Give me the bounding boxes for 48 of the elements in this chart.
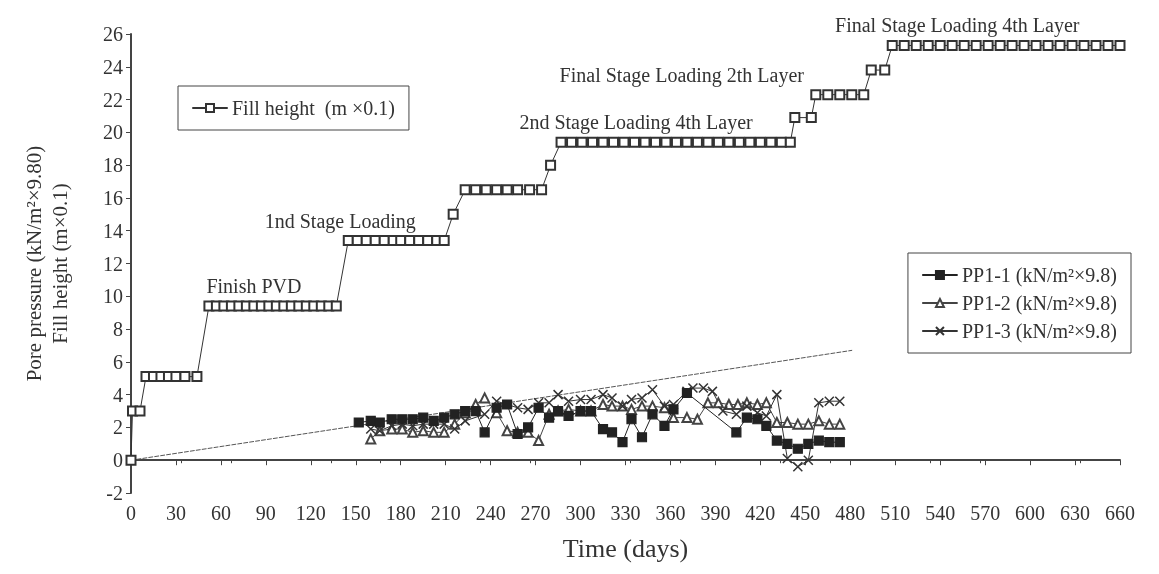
x-axis-title: Time (days) [562,533,689,563]
x-tick-label: 390 [700,502,731,524]
legend-label: Fill height (m ×0.1) [232,97,395,120]
x-tick-label: 330 [610,502,641,524]
y-tick-label: 4 [113,383,123,406]
x-tick-label: 270 [520,502,551,524]
x-tick-label: 120 [295,502,326,524]
x-tick-label: 630 [1060,502,1091,524]
legend-label: PP1-2 (kN/m²×9.8) [961,292,1117,315]
legend-label: PP1-1 (kN/m²×9.8) [961,264,1117,287]
x-tick-label: 570 [970,502,1001,524]
y-tick-label: 22 [103,88,123,111]
x-tick-label: 360 [655,502,686,524]
x-tick-label: 480 [835,502,866,524]
y-axis-title: Pore pressure (kN/m²×9.80) Fill height (m×0.1) [22,145,72,382]
y-tick-label: -2 [106,482,123,504]
legend-label: PP1-3 (kN/m²×9.8) [961,320,1117,343]
x-tick-label: 660 [1105,502,1135,524]
y-tick-label: 8 [113,318,123,341]
x-tick-label: 90 [255,502,276,524]
x-tick-label: 600 [1015,502,1046,524]
x-tick-label: 180 [385,502,416,524]
y-tick-label: 16 [103,186,123,209]
x-tick-label: 210 [430,502,461,524]
y-tick-label: 6 [113,350,123,373]
x-tick-label: 240 [475,502,506,524]
annotation: Final Stage Loading 4th Layer [835,14,1080,38]
annotation: Finish PVD [206,275,302,298]
y-tick-label: 10 [103,285,123,308]
y-tick-label: 14 [103,219,123,242]
y-tick-label: 26 [103,23,123,45]
y-tick-label: 24 [103,55,123,78]
y-tick-label: 2 [113,416,123,439]
y-tick-label: 18 [103,154,123,177]
y-tick-label: 20 [103,121,123,144]
y-tick-label: 12 [103,252,123,275]
annotation: Final Stage Loading 2th Layer [559,63,805,87]
y-tick-label: 0 [113,449,123,472]
x-tick-label: 300 [565,502,596,524]
x-tick-label: 60 [210,502,231,524]
x-tick-label: 30 [165,502,186,524]
x-tick-label: 450 [790,502,821,524]
x-tick-label: 420 [745,502,776,524]
x-tick-label: 510 [880,502,911,524]
x-tick-label: 150 [340,502,371,524]
annotation: 1nd Stage Loading [264,209,416,233]
annotation: 2nd Stage Loading 4th Layer [519,111,754,135]
x-tick-label: 540 [925,502,956,524]
